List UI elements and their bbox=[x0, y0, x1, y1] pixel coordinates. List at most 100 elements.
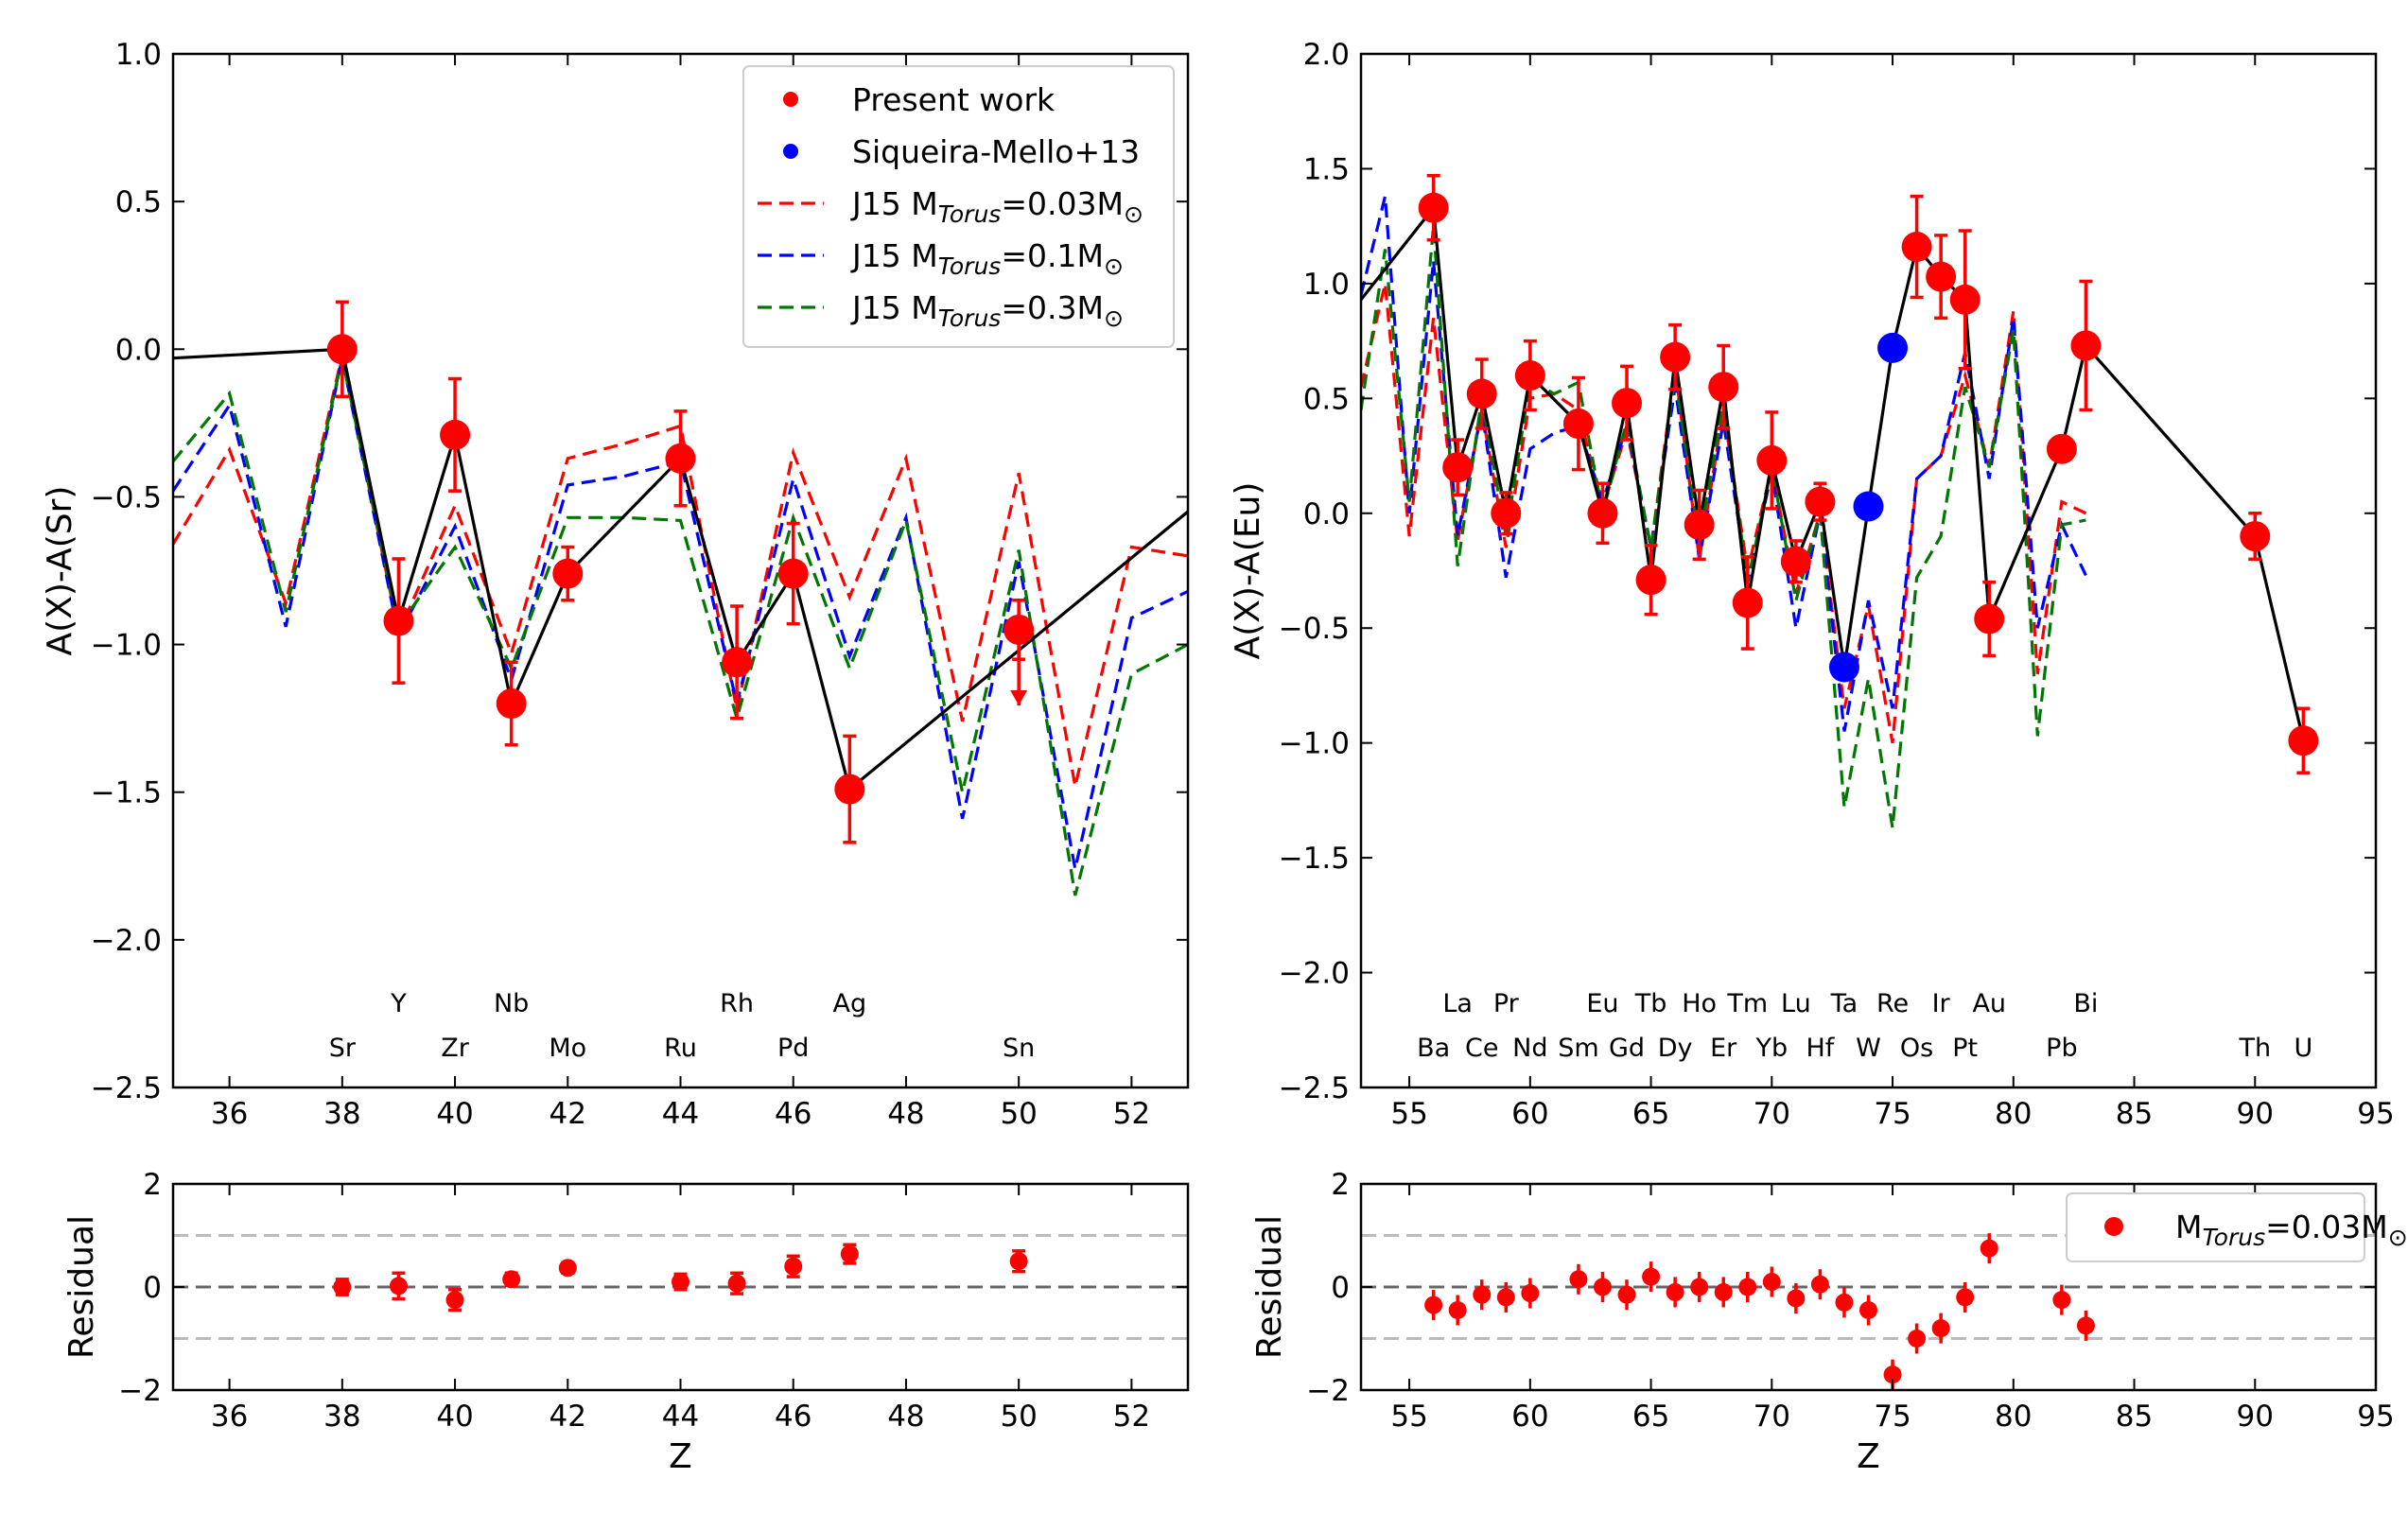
legend-marker bbox=[783, 144, 798, 159]
x-tick-label: 60 bbox=[1511, 1400, 1548, 1434]
x-tick-label: 38 bbox=[323, 1400, 360, 1434]
point-marker bbox=[558, 1259, 577, 1278]
element-label: Pd bbox=[777, 1034, 809, 1063]
x-tick-label: 55 bbox=[1390, 1400, 1427, 1434]
data-point bbox=[1442, 438, 1474, 497]
x-tick-label: 40 bbox=[436, 1097, 473, 1131]
point-marker bbox=[1473, 1285, 1492, 1304]
y-tick-label: −2.0 bbox=[91, 924, 162, 958]
x-tick-label: 95 bbox=[2357, 1097, 2394, 1131]
point-marker bbox=[1853, 491, 1884, 522]
plot-area bbox=[1361, 1233, 2376, 1390]
y-tick-label: −0.5 bbox=[1279, 612, 1350, 646]
y-tick-label: 0 bbox=[1331, 1271, 1350, 1305]
point-marker bbox=[496, 688, 527, 720]
x-tick-label: 90 bbox=[2237, 1400, 2274, 1434]
connector-line bbox=[1361, 203, 2305, 741]
element-label: Ir bbox=[1932, 989, 1951, 1018]
data-point bbox=[1569, 1263, 1588, 1295]
x-tick-label: 40 bbox=[436, 1400, 473, 1434]
x-tick-label: 95 bbox=[2357, 1400, 2394, 1434]
point-marker bbox=[1732, 587, 1763, 618]
data-point bbox=[1901, 194, 1932, 300]
data-point bbox=[1009, 1249, 1028, 1274]
axes-frame bbox=[1359, 52, 2378, 1089]
x-tick-label: 48 bbox=[887, 1097, 924, 1131]
data-point bbox=[1980, 1233, 1998, 1264]
data-point bbox=[1612, 364, 1643, 442]
legend-label: J15 MTorus=0.3M⊙ bbox=[850, 289, 1124, 332]
data-point bbox=[496, 660, 527, 747]
data-point bbox=[1931, 1313, 1950, 1344]
y-tick-label: 0.5 bbox=[115, 185, 162, 219]
point-marker bbox=[440, 419, 471, 450]
legend-label: MTorus=0.03M⊙ bbox=[2175, 1209, 2408, 1251]
point-marker bbox=[2288, 725, 2319, 756]
y-tick-label: 2.0 bbox=[1303, 38, 1350, 72]
model-line-007700 bbox=[1361, 226, 2086, 828]
legend-label-main: J15 M bbox=[850, 289, 938, 326]
panel-right_main: 55 60 65 70 75 80 85 90 95 −2.5 −2.0 −1.5 −1.0 −0.5 0.… bbox=[1229, 38, 2395, 1131]
element-label: Os bbox=[1900, 1034, 1933, 1063]
legend-label-main: J15 M bbox=[850, 237, 938, 274]
point-marker bbox=[2076, 1316, 2095, 1335]
element-label: W bbox=[1856, 1034, 1881, 1063]
point-marker bbox=[1762, 1273, 1781, 1292]
point-marker bbox=[1708, 372, 1739, 403]
data-point bbox=[1666, 1277, 1684, 1308]
element-label: Ce bbox=[1465, 1034, 1498, 1063]
data-point bbox=[1708, 343, 1739, 430]
data-point bbox=[840, 1243, 859, 1265]
data-point bbox=[1762, 1266, 1781, 1297]
data-point bbox=[1587, 481, 1618, 546]
point-marker bbox=[777, 558, 809, 589]
element-label: Eu bbox=[1586, 989, 1618, 1018]
plot-area bbox=[173, 300, 1188, 896]
point-marker bbox=[1926, 261, 1957, 292]
y-tick-label: −2 bbox=[1306, 1374, 1350, 1408]
x-tick-label: 52 bbox=[1113, 1097, 1150, 1131]
point-marker bbox=[1877, 332, 1909, 363]
element-label: Rh bbox=[720, 989, 754, 1018]
x-tick-label: 55 bbox=[1390, 1097, 1427, 1131]
x-tick-label: 46 bbox=[775, 1400, 811, 1434]
element-label: Au bbox=[1972, 989, 2006, 1018]
data-point bbox=[1521, 1278, 1540, 1309]
x-tick-label: 70 bbox=[1754, 1400, 1790, 1434]
element-label: Ho bbox=[1682, 989, 1717, 1018]
y-tick-label: 1.0 bbox=[1303, 268, 1350, 302]
point-marker bbox=[445, 1291, 464, 1310]
data-point bbox=[326, 300, 358, 399]
data-point bbox=[672, 1272, 689, 1292]
plot-area bbox=[173, 1234, 1188, 1340]
x-tick-label: 42 bbox=[550, 1097, 586, 1131]
data-point bbox=[1514, 339, 1545, 412]
data-point bbox=[1424, 1290, 1443, 1321]
element-label: La bbox=[1442, 989, 1473, 1018]
data-point bbox=[389, 1271, 408, 1301]
upper-limit-arrow bbox=[1010, 689, 1028, 705]
x-tick-label: 85 bbox=[2116, 1097, 2153, 1131]
data-point bbox=[1473, 1279, 1492, 1311]
point-marker bbox=[1635, 565, 1666, 596]
data-point bbox=[1491, 491, 1522, 536]
point-marker bbox=[1805, 486, 1836, 517]
point-marker bbox=[1491, 497, 1522, 529]
element-label: Gd bbox=[1609, 1034, 1645, 1063]
legend-label-sun: ⊙ bbox=[2388, 1224, 2408, 1251]
legend-label-sun: ⊙ bbox=[1104, 304, 1124, 332]
element-label: Yb bbox=[1754, 1034, 1788, 1063]
element-label: Hf bbox=[1806, 1034, 1835, 1063]
panel-right_residual: 55 60 65 70 75 80 85 90 95 −2 0 2 Residual Z MTorus=0.… bbox=[1250, 1168, 2408, 1476]
legend-label-sun: ⊙ bbox=[1124, 200, 1143, 228]
data-point bbox=[1756, 410, 1788, 511]
data-point bbox=[1642, 1261, 1661, 1293]
element-label: Zr bbox=[441, 1034, 469, 1063]
point-marker bbox=[1612, 388, 1643, 419]
x-tick-label: 65 bbox=[1632, 1097, 1669, 1131]
x-tick-label: 48 bbox=[887, 1400, 924, 1434]
element-label: Bi bbox=[2073, 989, 2098, 1018]
y-tick-label: −2.5 bbox=[91, 1071, 162, 1105]
